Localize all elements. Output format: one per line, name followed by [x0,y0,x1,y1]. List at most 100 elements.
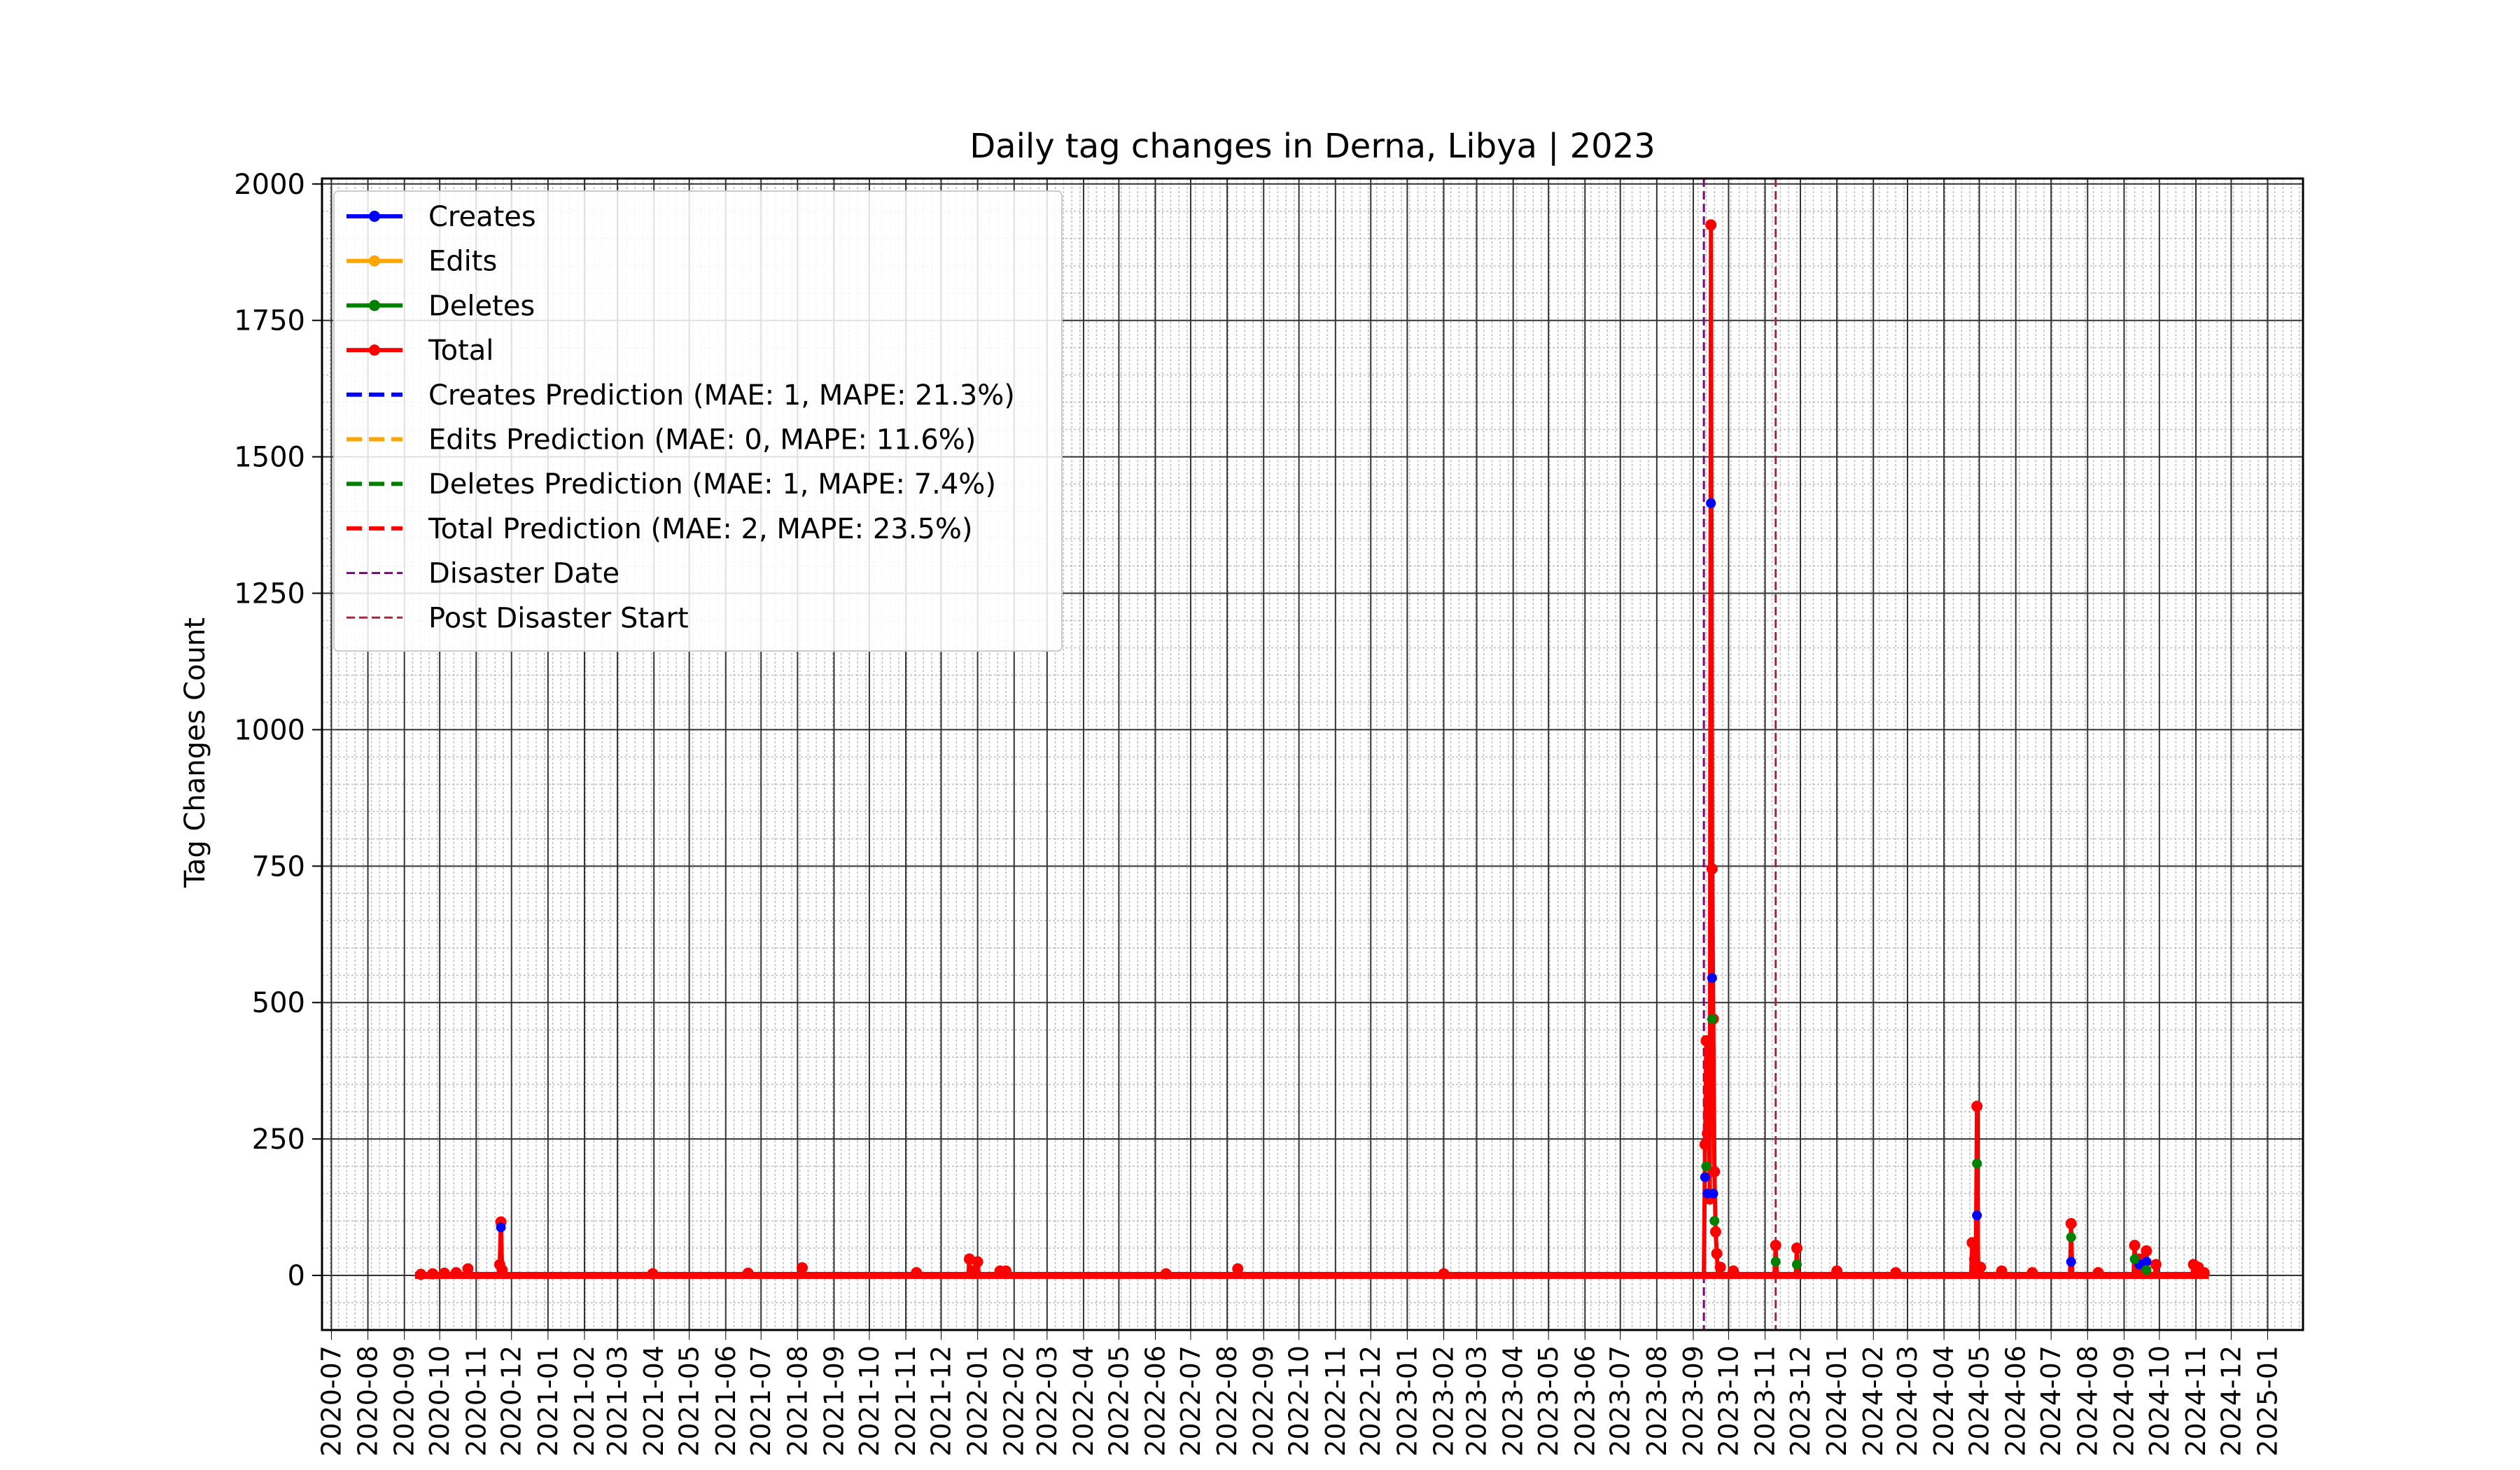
data-point-creates [496,1222,506,1233]
legend-item: Creates [346,201,536,233]
x-tick-label: 2024-06 [2001,1345,2031,1457]
legend-item: Deletes [346,290,535,322]
x-tick-label: 2024-08 [2072,1345,2103,1457]
x-tick-label: 2024-05 [1964,1345,1995,1457]
x-tick-label: 2023-01 [1392,1345,1422,1457]
data-point-creates [1708,1189,1718,1199]
legend-item: Edits Prediction (MAE: 0, MAPE: 11.6%) [346,424,976,456]
data-point-deletes [2141,1265,2152,1275]
data-point-deletes [2066,1232,2076,1242]
x-tick-label: 2022-11 [1320,1345,1351,1457]
x-tick-label: 2021-03 [602,1345,633,1457]
y-axis-label: Tag Changes Count [179,617,211,888]
legend-label: Post Disaster Start [428,602,689,634]
data-point-total [438,1267,450,1279]
x-tick-label: 2022-02 [999,1345,1030,1457]
x-tick-label: 2021-07 [746,1345,776,1457]
data-point-total [2129,1240,2141,1252]
x-tick-label: 2023-10 [1713,1345,1744,1457]
data-point-total [647,1268,659,1280]
x-tick-label: 2023-02 [1428,1345,1459,1457]
x-tick-label: 2022-07 [1175,1345,1206,1457]
data-point-total [1709,1226,1721,1238]
legend-item: Total [346,335,493,367]
data-point-total [1702,1128,1714,1140]
data-point-total [2150,1259,2162,1270]
legend-label: Total Prediction (MAE: 2, MAPE: 23.5%) [428,513,973,545]
x-axis-ticks: 2020-07 2020-08 2020-09 2020-10 2020-11 2020-… [316,1330,2283,1457]
legend-item: Deletes Prediction (MAE: 1, MAPE: 7.4%) [346,468,996,500]
data-point-total [1831,1265,1843,1277]
legend-swatch-marker [369,211,380,222]
x-tick-label: 2023-04 [1498,1345,1529,1457]
x-tick-label: 2022-01 [962,1345,993,1457]
data-point-total [427,1268,439,1280]
x-tick-label: 2021-12 [925,1345,956,1457]
data-point-creates [2141,1256,2152,1267]
data-point-total [1706,863,1718,875]
data-point-total [1699,1138,1711,1150]
data-point-creates [1972,1210,1982,1221]
data-point-total [2141,1245,2152,1256]
legend-label: Edits Prediction (MAE: 0, MAPE: 11.6%) [428,424,976,456]
chart-title: Daily tag changes in Derna, Libya | 2023 [969,127,1656,166]
x-tick-label: 2021-10 [854,1345,885,1457]
data-point-total [1709,1166,1721,1177]
x-tick-label: 2024-11 [2180,1345,2211,1457]
x-tick-label: 2020-12 [496,1345,527,1457]
x-tick-label: 2022-04 [1068,1345,1099,1457]
data-point-total [1000,1265,1011,1277]
x-tick-label: 2025-01 [2253,1345,2283,1457]
data-point-deletes [1709,1216,1720,1226]
x-tick-label: 2023-03 [1462,1345,1492,1457]
legend-swatch-marker [369,344,380,356]
y-tick-label: 1250 [234,578,305,610]
data-point-total [2026,1267,2038,1279]
x-tick-label: 2024-07 [2036,1345,2066,1457]
y-tick-label: 250 [252,1124,305,1156]
data-point-total [1971,1100,1983,1112]
data-point-total [496,1264,508,1276]
x-tick-label: 2023-08 [1642,1345,1672,1457]
legend-item: Edits [346,246,497,278]
data-point-total [1770,1240,1782,1252]
data-point-total [1705,219,1717,231]
data-point-total [972,1256,983,1268]
legend-item: Total Prediction (MAE: 2, MAPE: 23.5%) [346,513,973,545]
x-tick-label: 2022-10 [1284,1345,1315,1457]
x-tick-label: 2021-06 [710,1345,741,1457]
plot-area: 2020-07 2020-08 2020-09 2020-10 2020-11 2020-… [234,169,2304,1457]
x-tick-label: 2021-04 [638,1345,669,1457]
legend: Creates Edits Deletes Total Creates Predicti… [333,190,1063,652]
data-point-total [1890,1267,1902,1279]
legend-item: Creates Prediction (MAE: 1, MAPE: 21.3%) [346,379,1015,412]
x-tick-label: 2024-01 [1821,1345,1852,1457]
y-tick-label: 1500 [234,442,305,474]
data-point-creates [2066,1256,2076,1267]
x-tick-label: 2024-03 [1892,1345,1923,1457]
y-tick-label: 1000 [234,714,305,746]
data-point-total [462,1263,474,1275]
x-tick-label: 2022-09 [1248,1345,1279,1457]
x-tick-label: 2021-01 [533,1345,564,1457]
legend-box [333,190,1063,652]
y-tick-label: 2000 [234,169,305,201]
data-point-creates [1707,973,1717,983]
x-tick-label: 2021-08 [782,1345,813,1457]
legend-label: Total [428,335,493,367]
data-point-deletes [1701,1161,1712,1172]
data-point-total [415,1268,427,1280]
data-point-total [1728,1265,1740,1277]
x-tick-label: 2022-03 [1032,1345,1063,1457]
data-point-total [911,1267,923,1279]
data-point-total [2092,1267,2104,1279]
data-point-total [1968,1253,1980,1265]
data-point-total [797,1262,808,1274]
x-tick-label: 2022-05 [1103,1345,1134,1457]
x-tick-label: 2024-04 [1928,1345,1959,1457]
data-point-deletes [2129,1254,2140,1264]
data-point-total [1975,1261,1987,1273]
x-tick-label: 2020-07 [316,1345,346,1457]
data-point-creates [1706,498,1716,508]
